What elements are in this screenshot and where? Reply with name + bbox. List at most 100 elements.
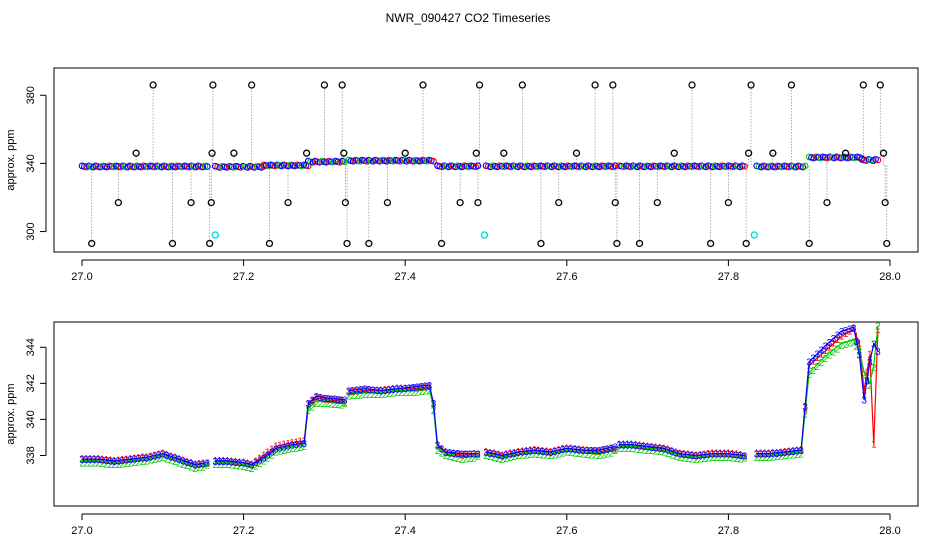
series-2-marker: 2 <box>564 448 570 459</box>
series-2-marker: 2 <box>382 389 388 400</box>
series-2-marker: 2 <box>314 399 320 410</box>
series-3-marker: 3 <box>463 450 469 461</box>
series-2-marker: 2 <box>851 338 857 349</box>
top-x-tick-label: 27.0 <box>71 271 92 283</box>
series-3-marker: 3 <box>814 350 820 361</box>
series-2-marker: 2 <box>819 358 825 369</box>
series-3-marker: 3 <box>612 442 618 453</box>
series-1-marker: 1 <box>362 386 368 397</box>
series-3-marker: 3 <box>730 450 736 461</box>
series-3-marker: 3 <box>91 455 97 466</box>
series-2-marker: 2 <box>309 402 315 413</box>
series-3-marker: 3 <box>164 451 170 462</box>
series-3-marker: 3 <box>152 451 158 462</box>
top-x-tick-label: 27.4 <box>394 271 415 283</box>
series-2-marker: 2 <box>322 399 328 410</box>
series-2-marker: 2 <box>370 390 376 401</box>
series-2-marker: 2 <box>673 452 679 463</box>
series-3-marker: 3 <box>709 450 715 461</box>
series-1-marker: 1 <box>398 384 404 395</box>
series-3-marker: 3 <box>697 451 703 462</box>
series-2-marker: 2 <box>192 464 198 475</box>
series-3-marker: 3 <box>257 456 263 467</box>
series-2-marker: 2 <box>390 389 396 400</box>
series-2-marker: 2 <box>657 447 663 458</box>
series-3-marker: 3 <box>402 384 408 395</box>
series-1-marker: 1 <box>370 386 376 397</box>
series-3-line <box>348 384 478 455</box>
series-3-marker: 3 <box>318 393 324 404</box>
series-3-marker: 3 <box>861 396 867 407</box>
series-1-marker: 1 <box>328 395 334 406</box>
series-1-marker: 1 <box>402 384 408 395</box>
spike-point <box>609 81 617 89</box>
series-2-marker: 2 <box>576 449 582 460</box>
series-1-marker: 1 <box>831 339 837 350</box>
series-3-marker: 3 <box>580 446 586 457</box>
series-2-marker: 2 <box>608 448 614 459</box>
series-2-marker: 2 <box>665 449 671 460</box>
series-1-marker: 1 <box>847 327 853 338</box>
spike-point <box>383 198 392 207</box>
series-3-marker: 3 <box>718 450 724 461</box>
series-2-marker: 2 <box>681 453 687 464</box>
top-x-axis: 27.0 27.2 27.4 27.6 27.8 28.0 <box>71 259 901 283</box>
series-2-marker: 2 <box>568 448 574 459</box>
series-2-marker: 2 <box>217 460 223 471</box>
series-2-marker: 2 <box>823 354 829 365</box>
series-2-marker: 2 <box>701 454 707 465</box>
series-3-marker: 3 <box>467 450 473 461</box>
series-3-marker: 3 <box>435 441 441 452</box>
spike-point <box>876 81 884 89</box>
series-1-marker: 1 <box>839 331 845 342</box>
series-2-marker: 2 <box>528 450 534 461</box>
series-2-marker: 2 <box>685 454 691 465</box>
series-2-marker: 2 <box>867 381 873 392</box>
series-3-marker: 3 <box>556 446 562 457</box>
series-3-marker: 3 <box>346 387 352 398</box>
series-2-marker: 2 <box>305 406 311 417</box>
series-2-marker: 2 <box>475 451 481 462</box>
series-3-marker: 3 <box>592 446 598 457</box>
series-1-marker: 1 <box>588 446 594 457</box>
series-3-marker: 3 <box>156 451 162 462</box>
series-2-marker: 2 <box>410 388 416 399</box>
series-3-marker: 3 <box>794 447 800 458</box>
series-3-marker: 3 <box>596 446 602 457</box>
series-2-marker: 2 <box>762 453 768 464</box>
series-3-marker: 3 <box>540 447 546 458</box>
baseline-point <box>611 162 619 170</box>
series-3-marker: 3 <box>148 452 154 463</box>
series-2-marker: 2 <box>95 458 101 469</box>
series-3-line <box>756 326 879 455</box>
series-3-marker: 3 <box>221 457 227 468</box>
series-3-marker: 3 <box>447 448 453 459</box>
series-2-marker: 2 <box>128 458 134 469</box>
series-2-marker: 2 <box>225 460 231 471</box>
series-2-marker: 2 <box>580 449 586 460</box>
series-2-marker: 2 <box>180 460 186 471</box>
series-3-marker: 3 <box>415 382 421 393</box>
series-2-marker: 2 <box>277 447 283 458</box>
spike-point <box>149 81 157 89</box>
series-3-marker: 3 <box>629 441 635 452</box>
series-2-marker: 2 <box>148 456 154 467</box>
series-2-marker: 2 <box>136 458 142 469</box>
series-1-marker: 1 <box>281 440 287 451</box>
spike-point <box>537 239 545 248</box>
series-3-marker: 3 <box>192 461 198 472</box>
series-1-marker: 1 <box>857 339 863 350</box>
series-2-marker: 2 <box>132 458 138 469</box>
series-3-marker: 3 <box>641 442 647 453</box>
series-2-line <box>82 454 208 467</box>
series-3-marker: 3 <box>301 439 307 450</box>
series-2-marker: 2 <box>398 388 404 399</box>
series-1-marker: 1 <box>451 449 457 460</box>
series-3-marker: 3 <box>309 396 315 407</box>
top-spike-points <box>88 81 891 248</box>
bottom-x-tick-label: 28.0 <box>879 525 900 537</box>
series-2-marker: 2 <box>722 453 728 464</box>
series-2-marker: 2 <box>257 459 263 470</box>
series-2-marker: 2 <box>168 456 174 467</box>
series-3-marker: 3 <box>536 447 542 458</box>
